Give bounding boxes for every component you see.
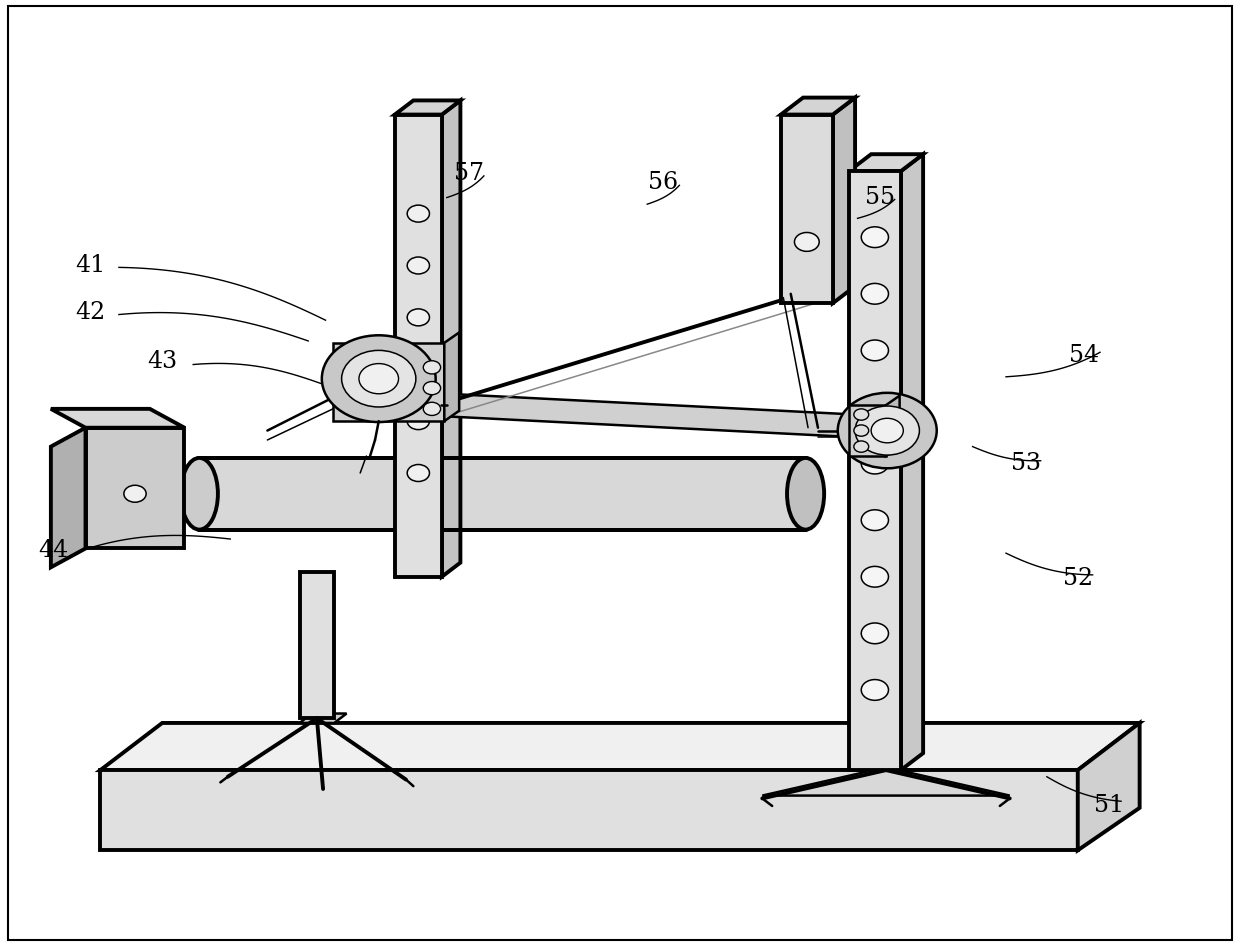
Polygon shape	[86, 428, 185, 549]
Text: 57: 57	[454, 162, 484, 184]
Circle shape	[862, 340, 889, 360]
Polygon shape	[872, 770, 900, 780]
Circle shape	[423, 360, 440, 374]
Circle shape	[358, 363, 398, 394]
Text: 53: 53	[1011, 452, 1040, 475]
Polygon shape	[763, 770, 1009, 796]
Circle shape	[407, 360, 429, 377]
Text: 43: 43	[148, 350, 177, 374]
Text: 44: 44	[38, 539, 68, 562]
Polygon shape	[444, 332, 459, 421]
Polygon shape	[849, 405, 887, 456]
Polygon shape	[849, 154, 923, 171]
Polygon shape	[394, 100, 460, 114]
Polygon shape	[300, 713, 346, 723]
Circle shape	[407, 309, 429, 325]
Text: 55: 55	[864, 186, 895, 209]
Circle shape	[423, 402, 440, 415]
Circle shape	[322, 335, 435, 422]
Polygon shape	[887, 395, 899, 456]
Ellipse shape	[181, 458, 218, 530]
Polygon shape	[200, 458, 806, 530]
Text: 41: 41	[76, 254, 105, 277]
Circle shape	[862, 679, 889, 700]
Polygon shape	[300, 572, 335, 718]
Circle shape	[854, 409, 869, 420]
Text: 42: 42	[76, 301, 105, 324]
Polygon shape	[51, 428, 86, 568]
Polygon shape	[394, 114, 441, 577]
Polygon shape	[334, 342, 444, 421]
Ellipse shape	[787, 458, 825, 530]
Circle shape	[407, 412, 429, 429]
Circle shape	[795, 233, 820, 252]
Circle shape	[407, 205, 429, 222]
Circle shape	[862, 227, 889, 248]
Circle shape	[342, 350, 415, 407]
Circle shape	[124, 485, 146, 502]
Polygon shape	[100, 723, 1140, 770]
Circle shape	[407, 464, 429, 482]
Circle shape	[862, 510, 889, 531]
Circle shape	[838, 393, 936, 468]
Circle shape	[854, 425, 869, 436]
Circle shape	[862, 567, 889, 587]
Polygon shape	[51, 409, 185, 428]
Polygon shape	[781, 114, 833, 304]
Polygon shape	[446, 394, 893, 439]
Text: 52: 52	[1063, 568, 1092, 590]
Circle shape	[872, 418, 903, 443]
Circle shape	[854, 441, 869, 452]
Circle shape	[407, 257, 429, 274]
Circle shape	[856, 406, 919, 455]
Polygon shape	[100, 770, 1078, 850]
Circle shape	[423, 381, 440, 394]
Polygon shape	[781, 97, 856, 114]
Polygon shape	[1078, 723, 1140, 850]
Text: 56: 56	[649, 171, 678, 194]
Polygon shape	[900, 154, 923, 770]
Polygon shape	[833, 97, 856, 304]
Polygon shape	[441, 100, 460, 577]
Circle shape	[862, 453, 889, 474]
Circle shape	[862, 396, 889, 417]
Polygon shape	[849, 171, 900, 770]
Text: 51: 51	[1094, 794, 1123, 816]
Text: 54: 54	[1069, 343, 1099, 367]
Circle shape	[862, 623, 889, 643]
Circle shape	[862, 284, 889, 305]
